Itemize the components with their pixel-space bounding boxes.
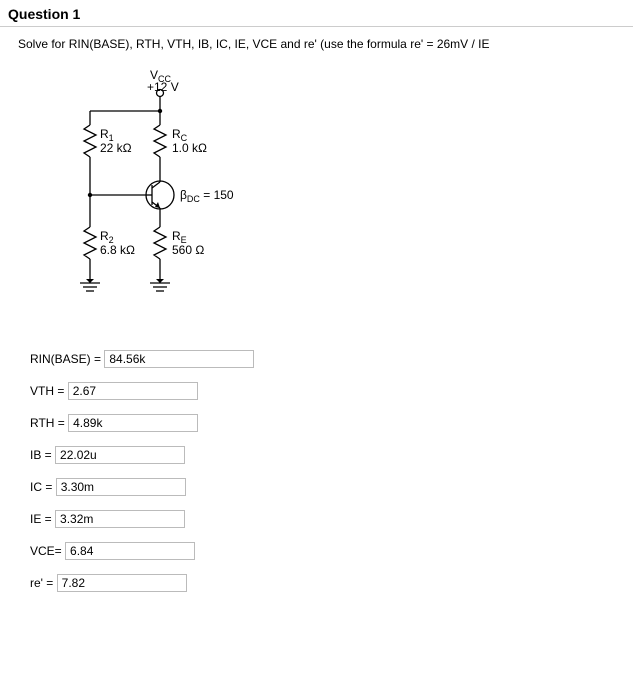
rc-value: 1.0 kΩ — [172, 141, 207, 155]
re-prime-input[interactable] — [57, 574, 187, 592]
r2-value: 6.8 kΩ — [100, 243, 135, 257]
answer-ib: IB = — [30, 446, 633, 464]
rth-input[interactable] — [68, 414, 198, 432]
vce-input[interactable] — [65, 542, 195, 560]
vth-input[interactable] — [68, 382, 198, 400]
answer-ic: IC = — [30, 478, 633, 496]
question-header: Question 1 — [0, 0, 633, 27]
r1-value: 22 kΩ — [100, 141, 132, 155]
circuit-diagram: VCC +12 V R1 22 kΩ RC 1.0 kΩ βDC = 150 R… — [30, 67, 633, 332]
ie-input[interactable] — [55, 510, 185, 528]
re-prime-label: re' = — [30, 576, 57, 590]
answer-rth: RTH = — [30, 414, 633, 432]
question-prompt: Solve for RIN(BASE), RTH, VTH, IB, IC, I… — [0, 27, 633, 63]
ib-input[interactable] — [55, 446, 185, 464]
answer-block: RIN(BASE) = VTH = RTH = IB = IC = IE = V… — [30, 350, 633, 592]
ie-label: IE = — [30, 512, 55, 526]
answer-rin-base: RIN(BASE) = — [30, 350, 633, 368]
vcc-value: +12 V — [147, 80, 179, 94]
answer-vth: VTH = — [30, 382, 633, 400]
rin-base-input[interactable] — [104, 350, 254, 368]
beta-label: βDC = 150 — [180, 188, 234, 204]
ic-input[interactable] — [56, 478, 186, 496]
re-value: 560 Ω — [172, 243, 204, 257]
answer-re-prime: re' = — [30, 574, 633, 592]
ib-label: IB = — [30, 448, 55, 462]
answer-ie: IE = — [30, 510, 633, 528]
vth-label: VTH = — [30, 384, 68, 398]
vce-label: VCE= — [30, 544, 65, 558]
answer-vce: VCE= — [30, 542, 633, 560]
ic-label: IC = — [30, 480, 56, 494]
rin-base-label: RIN(BASE) = — [30, 352, 104, 366]
rth-label: RTH = — [30, 416, 68, 430]
